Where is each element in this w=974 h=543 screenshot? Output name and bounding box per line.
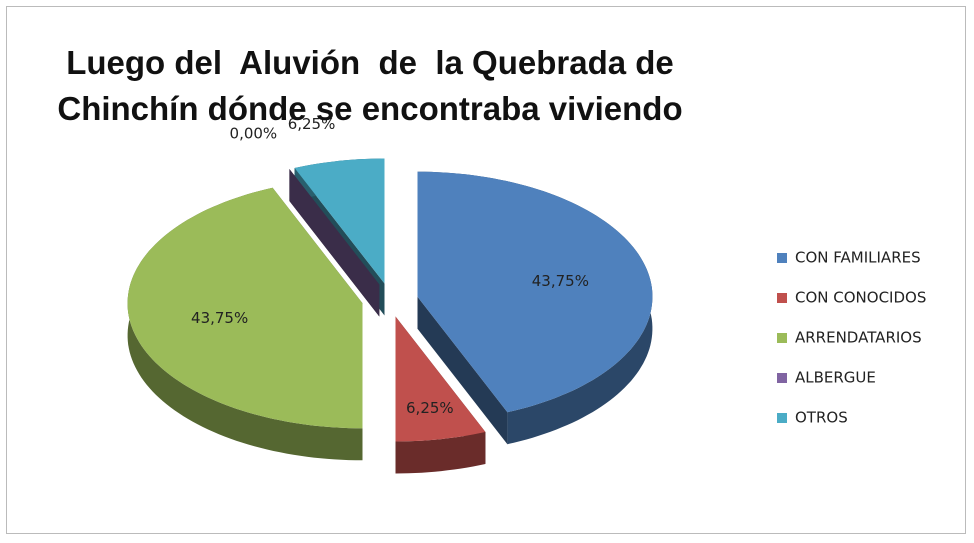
legend-swatch xyxy=(777,413,787,423)
data-label: 43,75% xyxy=(532,272,589,290)
data-label: 6,25% xyxy=(406,399,454,417)
slice xyxy=(417,171,653,413)
slice xyxy=(294,158,385,284)
legend-swatch xyxy=(777,293,787,303)
data-label: 6,25% xyxy=(288,115,336,133)
slice-wall xyxy=(417,296,508,445)
slice-wall xyxy=(289,169,380,317)
slice-side xyxy=(127,187,363,461)
slice-side xyxy=(395,432,486,474)
slice xyxy=(395,316,486,442)
legend-label: CON FAMILIARES xyxy=(795,249,921,267)
legend-label: ARRENDATARIOS xyxy=(795,329,922,347)
legend-swatch xyxy=(777,373,787,383)
data-label: 43,75% xyxy=(191,309,248,327)
legend-label: CON CONOCIDOS xyxy=(795,289,926,307)
slice xyxy=(127,187,363,429)
chart-frame xyxy=(6,6,966,534)
data-label: 0,00% xyxy=(230,124,278,142)
legend-swatch xyxy=(777,333,787,343)
legend-label: OTROS xyxy=(795,409,848,427)
legend-swatch xyxy=(777,253,787,263)
chart-title: Luego del Aluvión de la Quebrada de Chin… xyxy=(57,44,683,127)
legend-label: ALBERGUE xyxy=(795,369,876,387)
